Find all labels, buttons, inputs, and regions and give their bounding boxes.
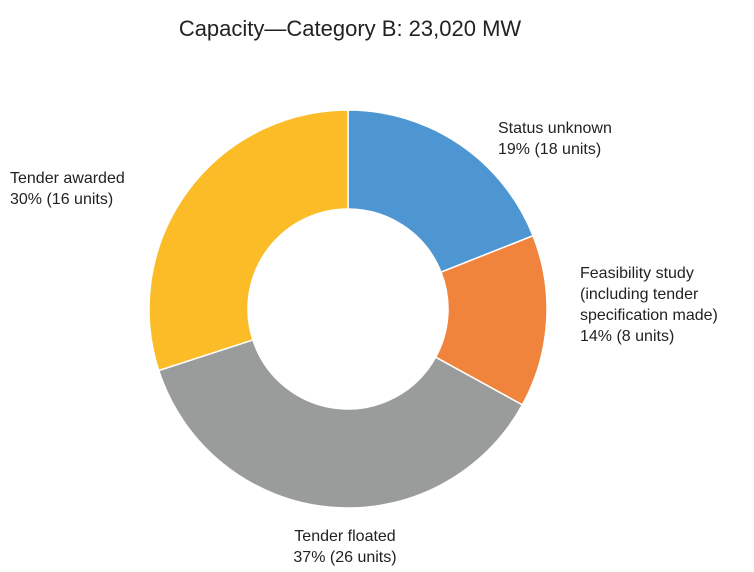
value-label: 19% (18 units) xyxy=(498,141,602,158)
donut-slice xyxy=(157,338,524,509)
value-label: 14% (8 units) xyxy=(580,328,675,345)
value-label: 30% (16 units) xyxy=(10,191,114,208)
slice-label: Status unknown 19% (18 units) xyxy=(498,118,612,160)
slice-label: Feasibility study (including tender spec… xyxy=(580,263,718,347)
category-label: Tender floated xyxy=(294,528,396,545)
category-label: Status unknown xyxy=(498,120,612,137)
chart-title: Capacity—Category B: 23,020 MW xyxy=(178,16,522,41)
category-label: Tender awarded xyxy=(10,170,125,187)
category-label: Feasibility study (including tender spec… xyxy=(580,265,718,324)
value-label: 37% (26 units) xyxy=(293,549,397,566)
donut-slice xyxy=(347,109,534,274)
donut-slice xyxy=(148,109,349,372)
slice-label: Tender floated 37% (26 units) xyxy=(245,526,445,568)
slice-label: Tender awarded 30% (16 units) xyxy=(10,168,125,210)
